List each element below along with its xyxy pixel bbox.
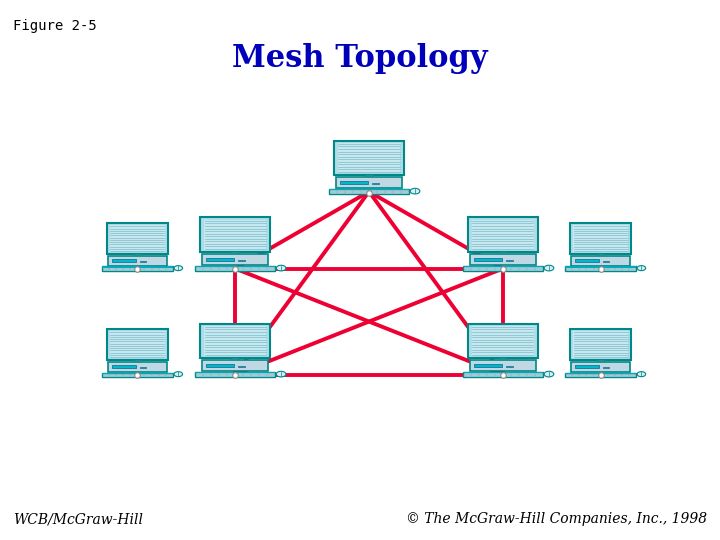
Bar [195, 372, 275, 377]
Bar [107, 329, 168, 360]
Bar [499, 359, 507, 360]
Bar [200, 323, 270, 359]
Bar [110, 225, 165, 252]
Bar [108, 256, 166, 266]
Bar [597, 360, 604, 362]
Text: © The McGraw-Hill Companies, Inc., 1998: © The McGraw-Hill Companies, Inc., 1998 [406, 512, 707, 526]
Bar [565, 266, 636, 271]
Bar [195, 266, 275, 267]
Bar [231, 359, 239, 360]
Bar [472, 326, 534, 356]
Bar [102, 266, 173, 271]
Bar [206, 258, 234, 261]
Bar [140, 261, 146, 262]
Bar [200, 218, 270, 252]
Bar [204, 326, 266, 356]
Bar [474, 364, 502, 367]
Ellipse shape [544, 372, 554, 377]
Bar [603, 367, 609, 368]
Ellipse shape [174, 266, 183, 271]
Bar [472, 220, 534, 250]
Ellipse shape [174, 372, 183, 377]
Bar [575, 259, 600, 262]
Bar [474, 258, 502, 261]
Bar [238, 366, 245, 367]
Bar [338, 143, 400, 173]
Bar [565, 373, 636, 376]
Bar [463, 372, 543, 374]
Bar [468, 218, 538, 252]
Bar [112, 259, 136, 262]
Bar [573, 331, 628, 359]
Bar [102, 373, 173, 374]
Bar [231, 252, 239, 254]
Bar [206, 364, 234, 367]
Bar [603, 261, 609, 262]
Bar [110, 331, 165, 359]
Bar [506, 366, 513, 367]
Text: Mesh Topology: Mesh Topology [232, 43, 488, 74]
Bar [107, 223, 168, 254]
Ellipse shape [410, 188, 420, 194]
Text: WCB/McGraw-Hill: WCB/McGraw-Hill [13, 512, 143, 526]
Bar [365, 176, 373, 178]
Bar [329, 190, 409, 194]
Bar [499, 252, 507, 254]
Bar [140, 367, 146, 368]
Bar [134, 360, 141, 362]
Bar [108, 362, 166, 372]
Ellipse shape [276, 372, 286, 377]
Bar [506, 260, 513, 261]
Bar [134, 254, 141, 256]
Bar [195, 372, 275, 374]
Bar [597, 254, 604, 256]
Bar [575, 366, 600, 368]
Bar [468, 323, 538, 359]
Bar [336, 178, 402, 188]
Bar [463, 266, 543, 267]
Bar [204, 220, 266, 250]
Bar [195, 266, 275, 271]
Bar [102, 266, 173, 267]
Ellipse shape [544, 265, 554, 271]
Ellipse shape [276, 265, 286, 271]
Bar [340, 181, 368, 185]
Bar [112, 366, 136, 368]
Bar [102, 373, 173, 376]
Ellipse shape [637, 372, 646, 377]
Bar [572, 256, 630, 266]
Bar [202, 254, 268, 265]
Bar [570, 223, 631, 254]
Bar [238, 260, 245, 261]
Bar [463, 372, 543, 377]
Text: Figure 2-5: Figure 2-5 [13, 19, 96, 33]
Bar [572, 362, 630, 372]
Bar [202, 360, 268, 371]
Bar [565, 373, 636, 374]
Bar [463, 266, 543, 271]
Bar [329, 190, 409, 191]
Bar [470, 360, 536, 371]
Bar [570, 329, 631, 360]
Ellipse shape [637, 266, 646, 271]
Bar [334, 140, 404, 176]
Bar [372, 183, 379, 184]
Bar [470, 254, 536, 265]
Bar [573, 225, 628, 252]
Bar [565, 266, 636, 267]
